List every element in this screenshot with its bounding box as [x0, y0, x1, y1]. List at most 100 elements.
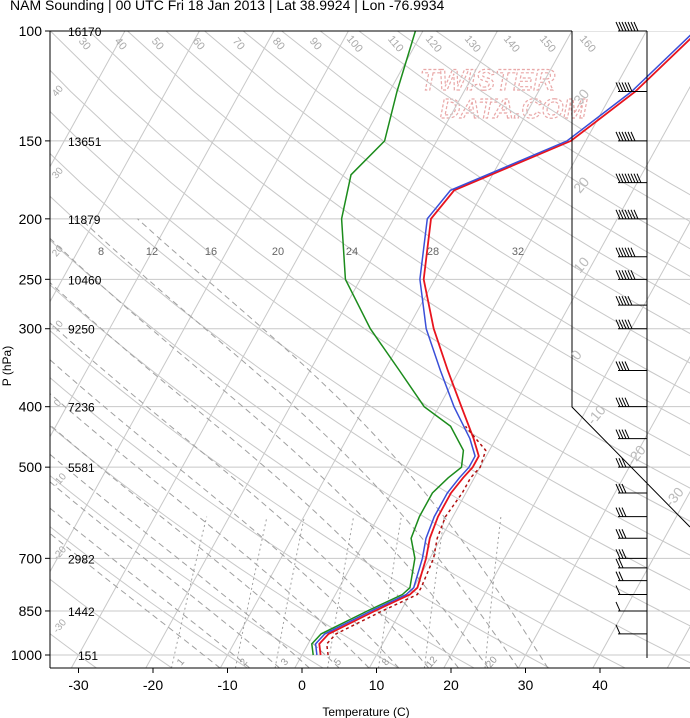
wind-barb-flag [618, 247, 624, 257]
wind-barb [615, 624, 647, 635]
left-axis-label: 20 [50, 243, 66, 259]
wind-barb-flag [615, 483, 621, 494]
wind-barb-flag [615, 507, 621, 517]
dry-adiabat [50, 425, 400, 668]
dry-adiabat [50, 330, 551, 668]
isotherm-line [592, 490, 690, 668]
wind-barb-flag [630, 247, 636, 257]
isotherm-line [50, 31, 126, 168]
wind-barb-flag [615, 457, 621, 468]
wind-barb [615, 529, 647, 539]
moist-adiabat [50, 393, 370, 668]
wind-barb [615, 247, 647, 258]
moist-adiabat [50, 453, 310, 668]
wind-barb-flag [624, 295, 630, 306]
isotherm-line [50, 31, 200, 303]
mixing-ratio-label: 32 [512, 246, 524, 258]
wind-barb-flag [621, 457, 627, 468]
wind-barb-flag [630, 270, 636, 280]
dry-adiabat [435, 31, 690, 196]
y-tick-label: 200 [19, 211, 43, 227]
wind-barb [615, 21, 647, 32]
wind-barb [615, 429, 647, 440]
isotherm-line [294, 31, 647, 668]
wind-barb-flag [624, 397, 630, 407]
isotherm-top-label: 70 [230, 36, 247, 53]
dry-adiabat [319, 31, 690, 277]
mixing-ratio-line [170, 516, 208, 668]
wind-barb-flag [618, 549, 624, 559]
wind-barb-flag [621, 361, 627, 371]
wind-barb [615, 549, 647, 559]
wind-barb-flag [624, 21, 630, 32]
dry-adiabat [50, 578, 173, 668]
dry-adiabat [165, 31, 690, 394]
mixing-ratio-bottom-label: 5 [332, 656, 344, 668]
dry-adiabat [50, 69, 690, 522]
wind-barb-flag [615, 429, 621, 439]
wind-barb-flag [621, 82, 627, 92]
height-label: 9250 [68, 323, 95, 337]
wind-barb-flag [621, 173, 627, 183]
series-dewpoint [311, 31, 465, 656]
wind-barb-flag [618, 429, 624, 439]
moist-adiabat [50, 281, 459, 668]
watermark: TWISTER DATA.COM [419, 63, 588, 124]
wind-barb-flag [621, 397, 627, 407]
wind-barb-flag [618, 483, 624, 494]
isotherm-line [145, 31, 498, 668]
y-axis-label: P (hPa) [0, 346, 14, 386]
left-axis-label: 40 [50, 83, 66, 99]
x-tick-label: -10 [217, 677, 237, 693]
right-axis-label: 10 [570, 254, 592, 276]
wind-barb-flag [621, 483, 627, 494]
wind-barb-flag [615, 585, 621, 595]
right-axis-label: 0 [568, 347, 585, 363]
wind-barb-flag [624, 361, 630, 371]
wind-barb [615, 457, 647, 468]
height-label: 11879 [68, 213, 101, 227]
wind-barb-flag [627, 295, 633, 306]
dry-adiabat [50, 110, 690, 556]
series-temperature [318, 37, 690, 656]
watermark-line-1: TWISTER [420, 64, 555, 97]
wind-barb-flag [627, 173, 633, 183]
dry-adiabat [281, 31, 690, 306]
mixing-ratio-label: 16 [205, 246, 217, 258]
dry-adiabat [50, 633, 97, 668]
x-tick-label: -30 [68, 677, 88, 693]
wind-barb [615, 131, 647, 142]
wind-barb [615, 82, 647, 92]
mixing-ratio-line [327, 516, 355, 668]
mixing-ratio-line [274, 516, 305, 668]
left-axis-label: -30 [51, 617, 69, 635]
mixing-ratio-label: 8 [98, 246, 104, 258]
height-label: 1442 [68, 605, 95, 619]
x-tick-label: 0 [298, 677, 306, 693]
y-tick-label: 700 [19, 550, 43, 566]
wind-barb-flag [618, 319, 624, 329]
mixing-ratio-label: 12 [146, 246, 158, 258]
wind-barb-flag [630, 209, 636, 220]
wind-barb-flag [621, 549, 627, 559]
isotherm-line [50, 31, 275, 438]
wind-barb-flag [618, 558, 624, 569]
wind-barb-flag [633, 21, 639, 32]
wind-barb-flag [630, 131, 636, 142]
wind-barb-flag [615, 173, 621, 183]
series-temperature_alt [314, 34, 690, 656]
wind-barb-flag [615, 82, 621, 92]
wind-barb-flag [615, 571, 621, 581]
wind-barb-flag [615, 270, 621, 280]
wind-barb-flag [624, 173, 630, 183]
isotherm-line [70, 31, 424, 668]
wind-barb [615, 601, 647, 612]
wind-barb-flag [618, 361, 624, 371]
isotherm-line [50, 31, 349, 573]
mixing-ratio-bottom-label: 8 [380, 656, 392, 668]
wind-barb-flag [627, 82, 633, 92]
isotherm-line [666, 625, 690, 668]
dry-adiabat [50, 377, 475, 668]
wind-barb-flag [627, 131, 633, 142]
